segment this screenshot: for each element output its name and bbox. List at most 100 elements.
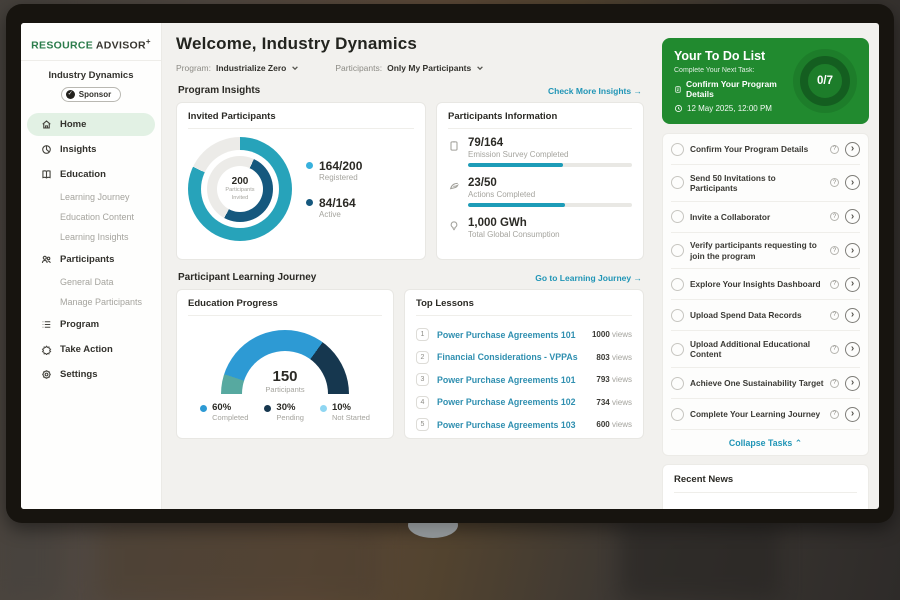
chevron-right-icon[interactable]: › [845, 243, 860, 259]
sidebar-item-learning-journey[interactable]: Learning Journey [60, 191, 130, 202]
task-row[interactable]: Achieve One Sustainability Target ? › [671, 368, 860, 400]
sidebar-item-label: Take Action [60, 343, 113, 355]
dashboard-screen: RESOURCE ADVISOR+ Industry Dynamics ✓ Sp… [21, 23, 879, 509]
invited-participants-card: Invited Participants 200 Participants In… [176, 102, 426, 260]
task-label: Verify participants requesting to join t… [690, 240, 817, 261]
home-icon [42, 119, 51, 128]
info-icon[interactable]: ? [830, 144, 839, 154]
info-icon[interactable]: ? [830, 344, 839, 354]
info-label: Actions Completed [468, 190, 536, 199]
clock-icon [674, 104, 683, 113]
task-checkbox[interactable] [671, 308, 684, 322]
sidebar-item-label: Settings [60, 368, 98, 380]
sidebar-item-education[interactable]: Education [27, 163, 155, 186]
task-row[interactable]: Upload Additional Educational Content ? … [671, 331, 860, 369]
lesson-rank: 1 [416, 328, 429, 341]
donut-center-label: Participants Invited [225, 187, 255, 201]
sidebar-item-settings[interactable]: Settings [27, 363, 155, 386]
sidebar-item-manage-participants[interactable]: Manage Participants [60, 296, 143, 307]
legend-dot [306, 162, 313, 169]
chevron-right-icon[interactable]: › [845, 375, 860, 391]
task-checkbox[interactable] [671, 376, 684, 390]
arrow-right-icon: → [633, 85, 643, 96]
sidebar-item-general-data[interactable]: General Data [60, 276, 114, 287]
donut-center-value: 200 [231, 176, 249, 188]
info-icon[interactable]: ? [830, 378, 839, 388]
participants-dropdown[interactable]: Participants: Only My Participants [335, 63, 484, 73]
task-checkbox[interactable] [671, 277, 684, 291]
task-row[interactable]: Verify participants requesting to join t… [671, 233, 860, 270]
background-shadow [620, 520, 780, 600]
top-lessons-card: Top Lessons 1 Power Purchase Agreements … [404, 289, 644, 439]
info-icon[interactable]: ? [830, 279, 839, 289]
todo-progress-ring: 0/7 [793, 49, 857, 113]
lesson-row: 2 Financial Considerations - VPPAs 803 v… [416, 347, 632, 370]
task-label: Invite a Collaborator [690, 211, 771, 222]
card-title: Invited Participants [188, 111, 414, 129]
chevron-right-icon[interactable]: › [845, 209, 860, 225]
chevron-right-icon[interactable]: › [845, 341, 860, 357]
sidebar-item-insights[interactable]: Insights [27, 138, 155, 161]
task-checkbox[interactable] [671, 244, 684, 258]
info-icon[interactable]: ? [830, 246, 839, 256]
chevron-right-icon[interactable]: › [845, 406, 860, 422]
lesson-row: 1 Power Purchase Agreements 101 1000 vie… [416, 324, 632, 347]
participants-icon [41, 255, 51, 263]
task-row[interactable]: Upload Spend Data Records ? › [671, 300, 860, 332]
task-checkbox[interactable] [671, 210, 684, 224]
go-to-learning-journey-link[interactable]: Go to Learning Journey → [535, 272, 643, 283]
task-row[interactable]: Send 50 Invitations to Participants ? › [671, 165, 860, 202]
info-row-survey: 79/164 Emission Survey Completed [448, 137, 632, 167]
legend-registered: 164/200 Registered [306, 159, 362, 182]
task-checkbox[interactable] [671, 176, 684, 190]
sidebar-item-participants[interactable]: Participants [27, 248, 155, 271]
sidebar-item-label: Education [60, 168, 106, 180]
chevron-right-icon[interactable]: › [845, 276, 860, 292]
check-more-insights-link[interactable]: Check More Insights → [547, 85, 643, 96]
program-label: Program: [176, 63, 211, 73]
sidebar-item-learning-insights[interactable]: Learning Insights [60, 231, 129, 242]
task-row[interactable]: Explore Your Insights Dashboard ? › [671, 269, 860, 301]
sidebar-item-label: Insights [60, 143, 97, 155]
progress-track [468, 203, 632, 207]
sidebar-item-program[interactable]: Program [27, 313, 155, 336]
task-checkbox[interactable] [671, 142, 684, 156]
task-row[interactable]: Confirm Your Program Details ? › [671, 134, 860, 165]
lesson-row: 4 Power Purchase Agreements 102 734 view… [416, 392, 632, 415]
chevron-right-icon[interactable]: › [845, 141, 860, 157]
logo-resource: RESOURCE [31, 39, 94, 52]
task-row[interactable]: Complete Your Learning Journey ? › [671, 399, 860, 431]
sidebar-nav: Home Insights Education Learning Journey… [21, 112, 161, 387]
info-icon[interactable]: ? [830, 409, 839, 419]
info-row-consumption: 1,000 GWh Total Global Consumption [448, 217, 632, 243]
lesson-link[interactable]: Power Purchase Agreements 101 [437, 329, 576, 340]
task-row[interactable]: Invite a Collaborator ? › [671, 202, 860, 233]
invited-donut-chart: 200 Participants Invited [188, 137, 292, 241]
recent-news-card: Recent News [662, 464, 869, 509]
book-icon [42, 169, 51, 179]
card-title: Participants Information [448, 111, 632, 129]
chevron-right-icon[interactable]: › [845, 307, 860, 323]
sidebar-item-education-content[interactable]: Education Content [60, 211, 135, 222]
card-title: Education Progress [188, 298, 382, 316]
arrow-right-icon: → [633, 272, 643, 283]
task-checkbox[interactable] [671, 407, 684, 421]
sidebar-item-home[interactable]: Home [27, 112, 155, 136]
sidebar-item-take-action[interactable]: Take Action [27, 338, 155, 361]
lesson-link[interactable]: Power Purchase Agreements 102 [437, 397, 576, 407]
lesson-link[interactable]: Power Purchase Agreements 103 [437, 419, 576, 430]
legend-dot [200, 405, 208, 412]
program-dropdown[interactable]: Program: Industrialize Zero [176, 63, 299, 73]
collapse-tasks-link[interactable]: Collapse Tasks ⌃ [728, 438, 803, 449]
info-icon[interactable]: ? [830, 178, 839, 188]
education-progress-card: Education Progress 150 Participants [176, 289, 394, 439]
info-icon[interactable]: ? [830, 212, 839, 222]
todo-next-task: Confirm Your Program Details [685, 79, 777, 99]
learning-journey-heading: Participant Learning Journey [178, 272, 317, 283]
lesson-link[interactable]: Power Purchase Agreements 101 [437, 374, 576, 385]
card-title: Top Lessons [416, 298, 632, 316]
chevron-right-icon[interactable]: › [845, 175, 860, 191]
info-icon[interactable]: ? [830, 310, 839, 320]
task-checkbox[interactable] [671, 342, 684, 356]
lesson-link[interactable]: Financial Considerations - VPPAs [437, 352, 578, 362]
